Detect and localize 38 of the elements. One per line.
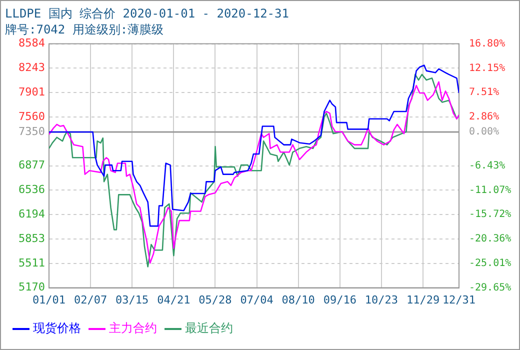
x-tick-label: 11/29 xyxy=(406,293,440,306)
y-tick-label: 6536 xyxy=(18,183,45,196)
x-tick-label: 01/01 xyxy=(32,293,66,306)
y-tick-label: 5511 xyxy=(18,256,45,270)
y2-tick-label: -29.65% xyxy=(469,282,512,294)
y2-tick-label: 0.00% xyxy=(469,126,500,138)
chart-title: LLDPE 国内 综合价 2020-01-01 - 2020-12-31 xyxy=(5,6,289,20)
y2-tick-label: -15.72% xyxy=(469,209,512,220)
legend-label: 主力合约 xyxy=(109,321,157,336)
x-tick-label: 09/16 xyxy=(323,293,356,306)
y2-tick-label: -6.43% xyxy=(469,160,506,172)
y-tick-label: 7350 xyxy=(18,124,45,138)
y2-tick-label: 16.80% xyxy=(469,38,506,50)
x-tick-label: 07/04 xyxy=(240,293,274,306)
x-tick-label: 02/07 xyxy=(74,293,108,306)
chart-subtitle: 牌号:7042 用途级别:薄膜级 xyxy=(5,22,164,37)
y2-tick-label: 2.86% xyxy=(469,112,500,123)
y-tick-label: 5170 xyxy=(18,280,45,294)
x-tick-label: 12/31 xyxy=(442,293,476,306)
y2-tick-label: -25.01% xyxy=(469,258,512,270)
x-tick-label: 05/28 xyxy=(198,293,232,306)
y2-tick-label: 7.51% xyxy=(469,87,500,98)
y-tick-label: 7901 xyxy=(18,85,45,98)
y2-tick-label: 12.15% xyxy=(469,62,506,74)
x-tick-label: 10/23 xyxy=(364,293,398,306)
y-tick-label: 6877 xyxy=(18,158,45,172)
y-tick-label: 5853 xyxy=(18,232,45,245)
x-tick-label: 08/10 xyxy=(282,293,315,306)
legend-label: 最近合约 xyxy=(185,321,233,336)
y-tick-label: 6194 xyxy=(18,207,46,220)
y2-tick-label: -20.36% xyxy=(469,234,512,245)
x-tick-label: 04/21 xyxy=(157,293,190,306)
legend-label: 现货价格 xyxy=(33,321,81,336)
y-tick-label: 8584 xyxy=(18,36,46,50)
x-tick-label: 03/15 xyxy=(116,293,149,306)
y-tick-label: 7560 xyxy=(18,110,45,123)
y-tick-label: 8243 xyxy=(18,61,45,74)
y2-tick-label: -11.07% xyxy=(469,184,512,196)
